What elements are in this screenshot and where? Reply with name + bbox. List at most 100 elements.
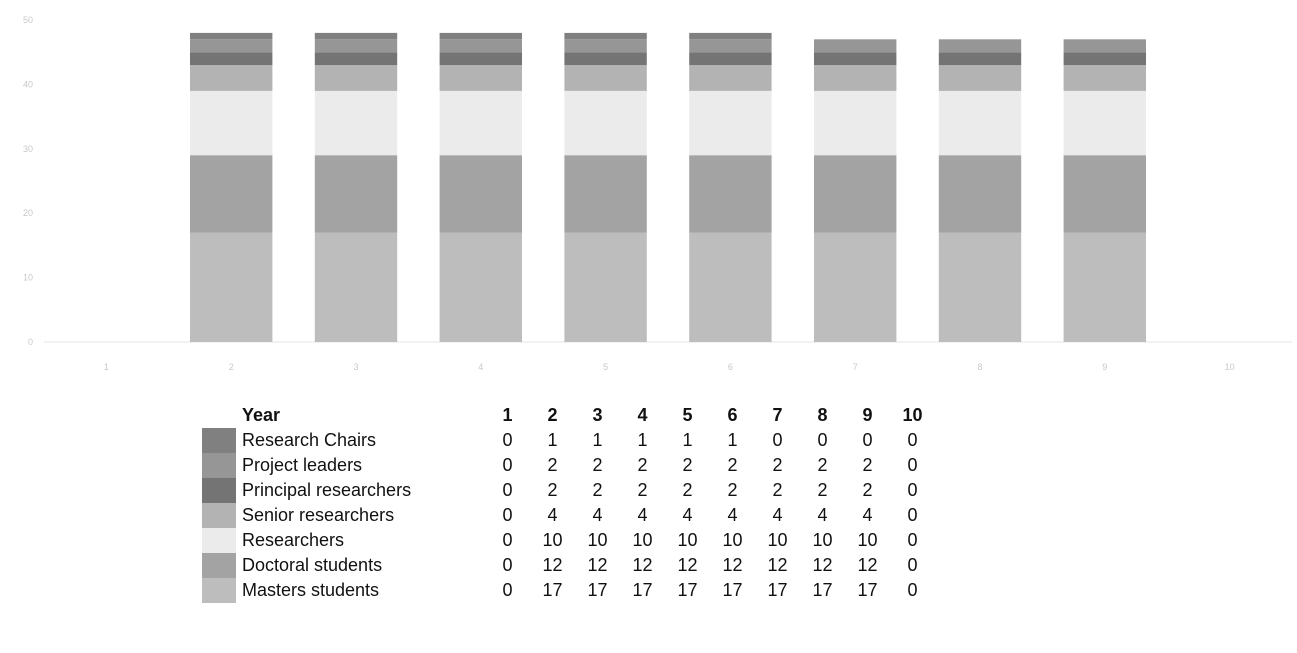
- table-cell: 2: [817, 455, 828, 475]
- table-row: Doctoral students 0 12 12 12 12 12 12 12 12 0: [202, 553, 935, 578]
- x-tick-label: 7: [853, 362, 858, 372]
- table-cell: 12: [812, 555, 833, 575]
- bar-segment: [564, 39, 647, 53]
- x-axis-ticks: 1 2 3 4 5 6 7 8 9 10: [104, 362, 1235, 372]
- bar-segment: [439, 39, 522, 53]
- legend-swatch: [202, 553, 236, 578]
- year-column-header: 10: [902, 405, 923, 425]
- table-cell: 4: [727, 505, 738, 525]
- table-cell: 4: [682, 505, 693, 525]
- legend-swatch-cell: [202, 453, 238, 478]
- bar-segment: [1063, 52, 1146, 66]
- table-cell: 2: [862, 455, 873, 475]
- table-cell: 17: [857, 580, 878, 600]
- legend-swatch-cell: [202, 528, 238, 553]
- table-cell: 0: [907, 530, 918, 550]
- bar-segment: [938, 52, 1022, 66]
- bar-segment: [564, 65, 647, 91]
- legend-swatch-cell: [202, 578, 238, 603]
- bar-segment: [190, 232, 273, 342]
- year-column-header: 5: [682, 405, 693, 425]
- table-cell: 0: [502, 455, 513, 475]
- table-cell: 1: [592, 430, 603, 450]
- table-cell: 2: [817, 480, 828, 500]
- x-tick-label: 1: [104, 362, 109, 372]
- header-spacer: [202, 403, 238, 428]
- legend-swatch-cell: [202, 478, 238, 503]
- bar-segment: [314, 155, 398, 233]
- table-cell: 2: [592, 480, 603, 500]
- bar-segment: [814, 39, 897, 53]
- table-cell: 12: [542, 555, 563, 575]
- bar-segment: [1063, 65, 1146, 91]
- bar-segment: [190, 39, 273, 53]
- bar-segment: [564, 232, 647, 342]
- bar-segment: [314, 90, 398, 156]
- bar-segment: [439, 65, 522, 91]
- table-cell: 1: [547, 430, 558, 450]
- bar-segment: [689, 232, 772, 342]
- bar-segment: [564, 52, 647, 66]
- bar-segment: [439, 32, 522, 40]
- table-cell: 2: [637, 455, 648, 475]
- table-cell: 10: [767, 530, 788, 550]
- table-cell: 1: [682, 430, 693, 450]
- series-label: Researchers: [242, 530, 345, 550]
- table-cell: 17: [767, 580, 788, 600]
- bar-segment: [190, 65, 273, 91]
- table-cell: 10: [722, 530, 743, 550]
- bar-segment: [814, 155, 897, 233]
- table-cell: 0: [862, 430, 873, 450]
- table-cell: 10: [632, 530, 653, 550]
- table-cell: 10: [857, 530, 878, 550]
- bar-segment: [1063, 39, 1146, 53]
- bar-segment: [439, 52, 522, 66]
- y-tick-label: 0: [28, 337, 33, 347]
- x-tick-label: 4: [478, 362, 483, 372]
- table-cell: 4: [862, 505, 873, 525]
- bar-segment: [814, 232, 897, 342]
- table-cell: 4: [817, 505, 828, 525]
- x-tick-label: 9: [1102, 362, 1107, 372]
- bar-segment: [190, 52, 273, 66]
- bars-layer: [190, 32, 1146, 342]
- table-cell: 10: [677, 530, 698, 550]
- bar-segment: [190, 90, 273, 156]
- bar-segment: [689, 90, 772, 156]
- x-tick-label: 8: [977, 362, 982, 372]
- data-table: Year 1 2 3 4 5 6 7 8 9 10 Research Chairs 0 1 1 1 1 1 0 0…: [202, 403, 935, 603]
- bar-segment: [314, 39, 398, 53]
- table-cell: 1: [727, 430, 738, 450]
- bar-segment: [1063, 90, 1146, 156]
- series-label: Masters students: [242, 580, 380, 600]
- bar-segment: [1063, 155, 1146, 233]
- y-tick-label: 30: [23, 144, 33, 154]
- table-cell: 12: [587, 555, 608, 575]
- table-cell: 17: [722, 580, 743, 600]
- bar-segment: [564, 155, 647, 233]
- bar-segment: [938, 155, 1022, 233]
- table-cell: 0: [907, 430, 918, 450]
- year-column-header: 8: [817, 405, 828, 425]
- table-cell: 4: [637, 505, 648, 525]
- bar-segment: [938, 232, 1022, 342]
- series-label: Research Chairs: [242, 430, 377, 450]
- table-cell: 0: [817, 430, 828, 450]
- series-label: Project leaders: [242, 455, 363, 475]
- x-tick-label: 10: [1225, 362, 1235, 372]
- year-column-header: 9: [862, 405, 873, 425]
- table-row: Research Chairs 0 1 1 1 1 1 0 0 0 0: [202, 428, 935, 453]
- year-column-header: 4: [637, 405, 648, 425]
- bar-segment: [689, 39, 772, 53]
- bar-segment: [689, 65, 772, 91]
- bar-segment: [314, 52, 398, 66]
- bar-segment: [689, 52, 772, 66]
- table-cell: 0: [907, 555, 918, 575]
- legend-swatch-cell: [202, 503, 238, 528]
- table-cell: 0: [907, 455, 918, 475]
- bar-segment: [190, 32, 273, 40]
- legend-swatch-cell: [202, 553, 238, 578]
- table-cell: 0: [907, 505, 918, 525]
- bar-segment: [814, 90, 897, 156]
- y-tick-label: 10: [23, 273, 33, 283]
